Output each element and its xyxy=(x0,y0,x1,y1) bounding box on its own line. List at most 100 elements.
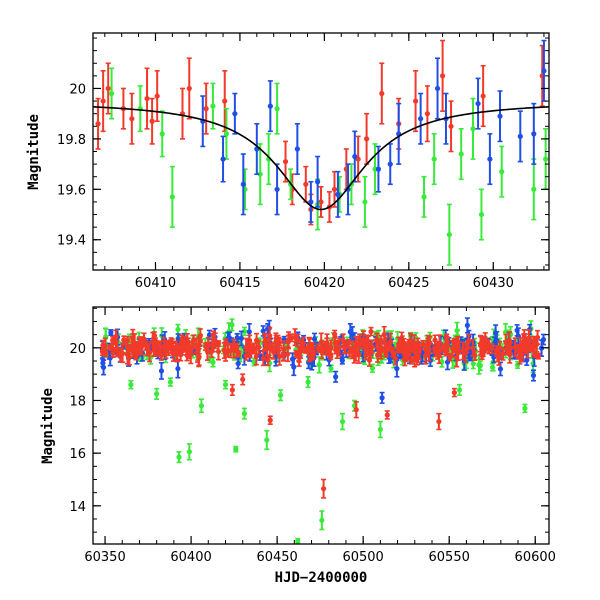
data-point xyxy=(432,334,438,346)
data-point xyxy=(426,343,432,362)
data-point xyxy=(220,135,226,183)
top-panel-ticks: 60410 60415 60420 60425 60430 19.4 19.6 19.8 20 xyxy=(57,33,549,291)
data-point xyxy=(262,333,268,351)
bottom-xlabel: HJD−2400000 xyxy=(275,570,368,586)
data-point xyxy=(295,537,301,544)
data-point xyxy=(436,412,442,431)
data-point xyxy=(241,326,248,337)
data-point xyxy=(303,165,309,203)
data-point xyxy=(487,133,493,186)
data-point xyxy=(364,112,370,165)
data-point xyxy=(339,356,345,365)
data-point xyxy=(129,92,135,145)
data-point xyxy=(379,62,385,125)
data-point xyxy=(222,70,228,133)
data-point xyxy=(249,343,256,354)
data-point xyxy=(458,128,464,181)
y-tick-label: 20 xyxy=(69,82,86,97)
x-tick-label: 60400 xyxy=(170,550,211,565)
data-point xyxy=(124,335,131,346)
data-point xyxy=(366,353,373,367)
data-point xyxy=(118,347,124,363)
data-point xyxy=(227,342,234,359)
data-point xyxy=(171,345,178,353)
data-point xyxy=(100,70,106,133)
data-point xyxy=(318,185,324,218)
data-point xyxy=(100,359,107,376)
data-point xyxy=(434,340,441,360)
data-point xyxy=(368,326,374,337)
data-point xyxy=(149,97,155,145)
data-point xyxy=(159,110,165,158)
data-point xyxy=(229,318,235,332)
data-point xyxy=(200,95,206,148)
data-point xyxy=(319,510,325,531)
data-point xyxy=(365,335,371,355)
data-point xyxy=(383,336,389,357)
bottom-panel-data-points xyxy=(99,317,547,544)
data-point xyxy=(315,155,321,208)
data-point xyxy=(233,445,239,453)
data-point xyxy=(267,326,273,345)
data-point xyxy=(356,346,362,364)
data-point xyxy=(285,334,291,350)
data-point xyxy=(408,355,415,365)
bottom-ylabel: Magnitude xyxy=(40,388,56,464)
data-point xyxy=(512,337,518,358)
data-point xyxy=(534,335,540,353)
data-point xyxy=(296,352,302,363)
data-point xyxy=(530,369,537,382)
data-point xyxy=(204,341,211,361)
data-point xyxy=(424,85,430,143)
data-point xyxy=(439,356,445,368)
bottom-panel-frame xyxy=(92,306,550,545)
data-point xyxy=(154,70,160,123)
y-tick-label: 18 xyxy=(69,394,86,409)
data-point xyxy=(209,344,215,358)
data-point xyxy=(434,57,441,120)
data-point xyxy=(235,357,241,370)
data-point xyxy=(110,335,116,345)
data-point xyxy=(240,373,246,386)
data-point xyxy=(339,412,346,431)
data-point xyxy=(196,347,202,366)
data-point xyxy=(464,317,470,334)
data-point xyxy=(274,82,280,135)
data-point xyxy=(308,180,314,223)
data-point xyxy=(500,347,506,361)
data-point xyxy=(478,188,485,241)
data-point xyxy=(169,165,175,228)
data-point xyxy=(292,328,298,347)
data-point xyxy=(412,70,419,133)
data-point xyxy=(352,130,358,183)
data-point xyxy=(470,338,476,357)
data-point xyxy=(176,451,182,464)
data-point xyxy=(141,337,147,346)
data-point xyxy=(223,107,230,160)
data-point xyxy=(232,92,238,135)
model-curve xyxy=(93,106,549,211)
data-point xyxy=(527,341,533,351)
data-point xyxy=(341,340,347,355)
top-panel-peak-zoom: 60410 60415 60420 60425 6043019.419.619.820 … xyxy=(26,32,550,291)
data-point xyxy=(210,356,216,368)
data-point xyxy=(236,350,242,358)
data-point xyxy=(490,362,496,372)
data-point xyxy=(460,341,466,361)
data-point xyxy=(132,344,138,357)
y-tick-label: 19.6 xyxy=(57,183,86,198)
data-point xyxy=(215,342,222,361)
data-point xyxy=(377,420,383,439)
data-point xyxy=(163,340,169,359)
data-point xyxy=(531,158,537,221)
data-point xyxy=(489,343,495,355)
data-point xyxy=(238,330,245,347)
data-point xyxy=(222,379,229,390)
data-point xyxy=(277,389,284,402)
data-point xyxy=(519,348,525,362)
data-point xyxy=(387,143,393,186)
data-point xyxy=(185,337,191,347)
data-point xyxy=(320,478,327,499)
data-point xyxy=(294,122,300,175)
data-point xyxy=(265,354,271,367)
